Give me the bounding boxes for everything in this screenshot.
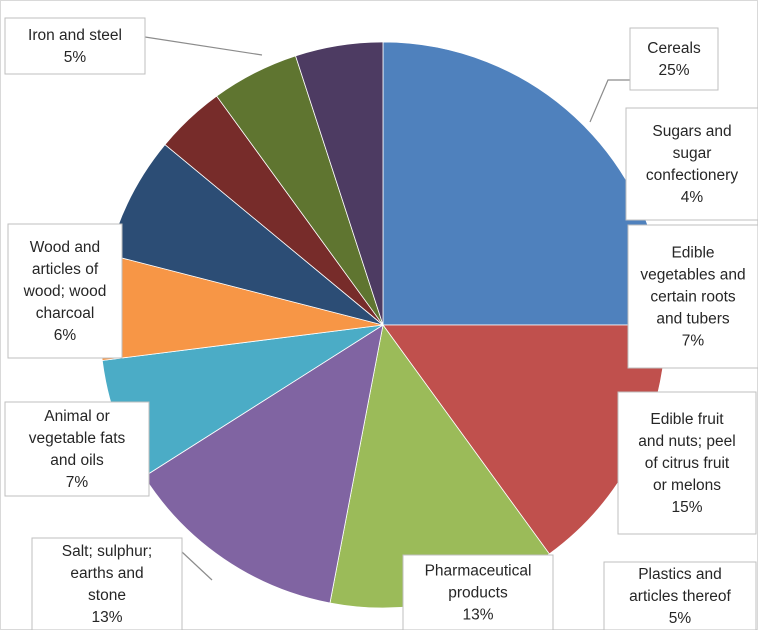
data-label-box [4,17,146,75]
data-label-box [617,391,757,535]
data-label-category: articles thereof [629,588,731,605]
data-label-value: 13% [91,609,122,626]
data-label-category: articles of [32,261,99,278]
data-label-animal-or-vegetable-fats-and-oils: Animal or vegetable fats and oils 7% [4,401,150,497]
data-label-value: 13% [462,607,493,624]
pie-slice-salt-sulphur-earths-and-stone [143,324,384,604]
data-label-iron-and-steel: Iron and steel 5% [4,17,146,75]
data-label-category: vegetables and [640,267,745,284]
pie-slice-plastics-and-articles-thereof [295,41,384,326]
data-labels: Cereals 25% Edible fruit and nuts; peel of c… [4,17,758,630]
data-label-category: stone [88,587,126,604]
leader-line-cereals [589,79,630,123]
data-label-box [603,561,757,630]
data-label-category: of citrus fruit [645,455,730,472]
data-label-category: and nuts; peel [638,433,735,450]
data-label-wood-and-articles-of-wood-wood-charcoal: Wood and articles of wood; wood charcoal 6% [7,223,123,359]
data-label-value: 25% [658,62,689,79]
data-label-value: 5% [669,610,692,627]
pie-slices [99,41,667,609]
data-label-category: Edible [671,245,714,262]
data-label-pharmaceutical-products: Pharmaceutical products 13% [402,554,554,630]
data-label-value: 4% [681,189,704,206]
data-label-category: sugar [673,145,712,162]
data-label-value: 6% [54,327,77,344]
data-label-category: Sugars and [652,123,731,140]
data-label-category: Edible fruit [650,411,724,428]
data-label-value: 7% [66,474,89,491]
data-label-category: Salt; sulphur; [62,543,152,560]
data-label-category: confectionery [646,167,738,184]
data-label-category: Pharmaceutical [425,563,532,580]
leader-line-salt-sulphur-earths-and-stone [181,551,213,581]
data-label-box [4,401,150,497]
data-label-category: earths and [70,565,143,582]
leader-lines [144,36,630,581]
data-label-category: Cereals [647,40,701,57]
data-label-category: vegetable fats [29,430,126,447]
data-label-category: Iron and steel [28,27,122,44]
data-label-sugars-and-sugar-confectionery: Sugars and sugar confectionery 4% [625,107,758,221]
data-label-category: and oils [50,452,104,469]
data-label-category: Animal or [44,408,109,425]
data-label-category: and tubers [656,311,729,328]
data-label-category: certain roots [650,289,736,306]
data-label-box [625,107,758,221]
data-label-value: 5% [64,49,87,66]
data-label-plastics-and-articles-thereof: Plastics and articles thereof 5% [603,561,757,630]
data-label-box [402,554,554,630]
data-label-category: products [448,585,508,602]
data-label-value: 7% [682,333,705,350]
data-label-box [7,223,123,359]
data-label-box [627,224,758,369]
data-label-edible-fruit-and-nuts-peel-of-citrus-fruit-or-melons: Edible fruit and nuts; peel of citrus frui… [617,391,757,535]
data-label-box [31,537,183,630]
data-label-box [629,27,719,91]
data-label-salt-sulphur-earths-and-stone: Salt; sulphur; earths and stone 13% [31,537,183,630]
data-label-value: 15% [671,499,702,516]
data-label-category: wood; wood [23,283,107,300]
data-label-category: Wood and [30,239,100,256]
data-label-category: charcoal [36,305,95,322]
data-label-edible-vegetables-and-certain-roots-and-tubers: Edible vegetables and certain roots and tub… [627,224,758,369]
data-label-category: or melons [653,477,721,494]
data-label-category: Plastics and [638,566,722,583]
leader-line-iron-and-steel [144,36,263,56]
data-label-cereals: Cereals 25% [629,27,719,91]
